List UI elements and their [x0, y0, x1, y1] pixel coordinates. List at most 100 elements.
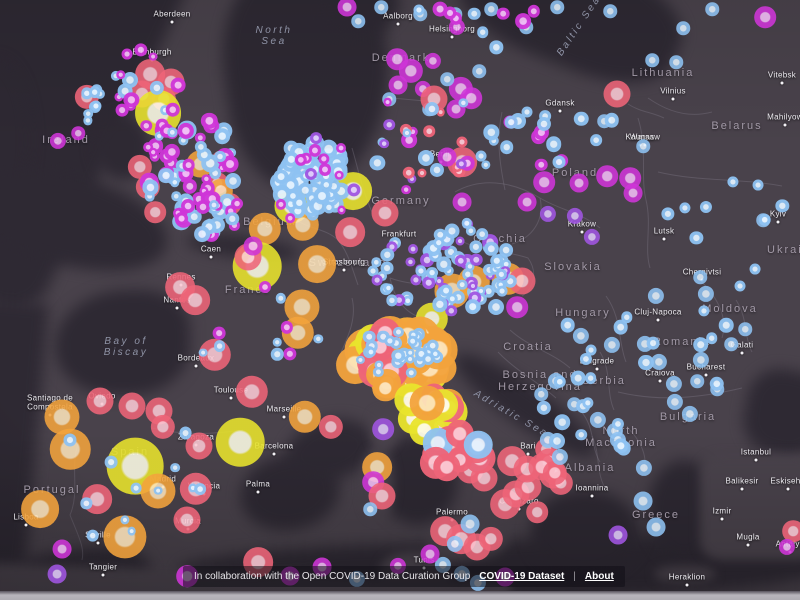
data-point[interactable]: [213, 150, 226, 163]
data-point[interactable]: [421, 275, 436, 290]
data-point[interactable]: [501, 259, 512, 270]
data-point[interactable]: [432, 236, 445, 249]
data-point[interactable]: [215, 417, 265, 467]
data-point[interactable]: [229, 220, 240, 231]
data-point[interactable]: [410, 385, 445, 421]
data-point[interactable]: [235, 375, 269, 409]
data-point[interactable]: [527, 5, 540, 18]
data-point[interactable]: [424, 52, 442, 70]
data-point[interactable]: [692, 351, 710, 369]
data-point[interactable]: [194, 226, 210, 242]
data-point[interactable]: [584, 372, 597, 385]
data-point[interactable]: [351, 14, 365, 28]
data-point[interactable]: [455, 236, 465, 246]
data-point[interactable]: [724, 337, 738, 351]
data-point[interactable]: [548, 432, 565, 449]
data-point[interactable]: [337, 205, 346, 215]
data-point[interactable]: [504, 115, 518, 129]
data-point[interactable]: [446, 535, 464, 553]
about-link[interactable]: About: [584, 571, 614, 582]
data-point[interactable]: [488, 135, 500, 147]
data-point[interactable]: [83, 115, 93, 125]
data-point[interactable]: [430, 162, 445, 178]
data-point[interactable]: [380, 261, 394, 275]
data-point[interactable]: [583, 228, 601, 246]
data-point[interactable]: [515, 13, 532, 30]
data-point[interactable]: [294, 153, 308, 167]
data-point[interactable]: [214, 128, 230, 145]
data-point[interactable]: [465, 225, 476, 236]
data-point[interactable]: [283, 347, 297, 361]
data-point[interactable]: [646, 336, 660, 350]
data-point[interactable]: [187, 209, 202, 225]
data-point[interactable]: [415, 265, 427, 277]
data-point[interactable]: [49, 132, 67, 150]
data-point[interactable]: [693, 270, 707, 284]
data-point[interactable]: [140, 119, 152, 132]
data-point[interactable]: [689, 231, 704, 245]
data-point[interactable]: [446, 293, 458, 304]
data-point[interactable]: [167, 127, 177, 138]
data-point[interactable]: [570, 370, 586, 386]
data-point[interactable]: [542, 460, 568, 486]
data-point[interactable]: [374, 360, 384, 370]
data-point[interactable]: [484, 241, 499, 256]
data-point[interactable]: [476, 228, 488, 240]
data-point[interactable]: [285, 213, 296, 224]
data-point[interactable]: [468, 281, 478, 291]
data-point[interactable]: [182, 158, 195, 172]
data-point[interactable]: [182, 179, 197, 194]
data-point[interactable]: [379, 138, 390, 149]
data-point[interactable]: [581, 397, 594, 409]
data-point[interactable]: [188, 483, 198, 493]
data-point[interactable]: [144, 201, 166, 223]
data-point[interactable]: [613, 438, 629, 454]
data-point[interactable]: [613, 319, 629, 335]
data-point[interactable]: [676, 21, 690, 35]
data-point[interactable]: [367, 265, 379, 277]
data-point[interactable]: [430, 349, 440, 359]
data-point[interactable]: [158, 167, 175, 184]
data-point[interactable]: [608, 525, 628, 545]
data-point[interactable]: [144, 190, 155, 202]
data-point[interactable]: [81, 87, 93, 99]
data-point[interactable]: [460, 514, 480, 534]
data-point[interactable]: [374, 0, 388, 14]
data-point[interactable]: [258, 281, 271, 294]
data-point[interactable]: [727, 176, 739, 188]
data-point[interactable]: [650, 353, 668, 371]
data-point[interactable]: [517, 192, 537, 212]
data-point[interactable]: [623, 183, 643, 203]
data-point[interactable]: [408, 330, 419, 340]
data-point[interactable]: [225, 172, 242, 189]
data-point[interactable]: [225, 205, 237, 218]
data-point[interactable]: [647, 287, 665, 305]
data-point[interactable]: [551, 448, 569, 466]
data-point[interactable]: [130, 482, 142, 494]
data-point[interactable]: [413, 4, 425, 16]
data-point[interactable]: [270, 348, 284, 361]
data-point[interactable]: [276, 199, 287, 210]
data-point[interactable]: [554, 414, 571, 431]
data-point[interactable]: [372, 418, 394, 440]
data-point[interactable]: [371, 274, 383, 286]
data-point[interactable]: [310, 132, 322, 144]
data-point[interactable]: [778, 538, 796, 556]
data-point[interactable]: [705, 2, 719, 16]
data-point[interactable]: [160, 105, 170, 116]
data-point[interactable]: [372, 375, 399, 402]
data-point[interactable]: [669, 55, 683, 69]
data-point[interactable]: [402, 128, 412, 138]
data-point[interactable]: [469, 240, 483, 254]
data-point[interactable]: [121, 71, 138, 88]
data-point[interactable]: [280, 321, 294, 334]
data-point[interactable]: [603, 336, 621, 354]
data-point[interactable]: [88, 86, 101, 99]
data-point[interactable]: [596, 165, 618, 187]
data-point[interactable]: [212, 326, 226, 340]
data-point[interactable]: [590, 134, 602, 146]
data-point[interactable]: [273, 338, 282, 347]
data-point[interactable]: [171, 191, 181, 202]
data-point[interactable]: [569, 173, 589, 193]
